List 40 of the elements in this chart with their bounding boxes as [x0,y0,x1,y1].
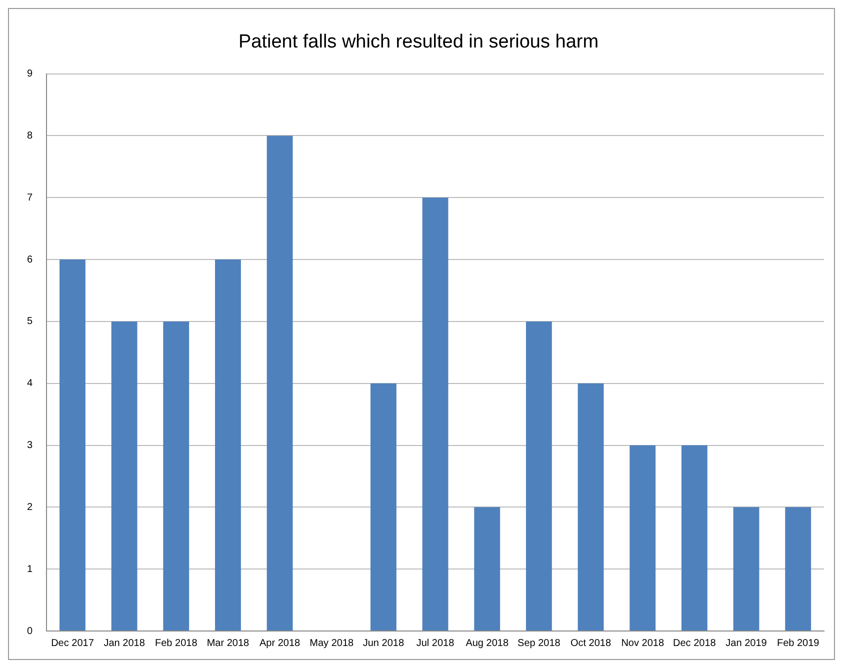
x-tick-label: Mar 2018 [206,638,250,649]
bar [60,260,86,630]
x-tick-label: Oct 2018 [570,638,612,649]
x-tick-label: May 2018 [310,638,354,649]
bar [681,445,708,630]
x-tick-label: Aug 2018 [466,638,509,649]
x-tick-label: Feb 2019 [776,638,820,649]
chart-title: Patient falls which resulted in serious harm [238,32,599,53]
y-tick-label: 4 [27,378,33,390]
y-tick-label: 1 [27,564,33,575]
bar [111,321,138,630]
y-tick-label: 9 [27,68,33,80]
bar [578,383,604,630]
x-tick-label: Jan 2019 [726,638,768,649]
bar [266,136,293,630]
y-tick-label: 5 [27,316,33,328]
x-tick-label: Feb 2018 [155,638,198,649]
bar [630,445,656,630]
bar [733,507,760,630]
x-tick-label: Jul 2018 [416,638,455,649]
x-tick-label: Dec 2017 [51,638,94,649]
bar [215,260,241,630]
y-tick-label: 8 [27,130,33,142]
x-tick-label: Sep 2018 [518,638,561,649]
x-tick-label: Jan 2018 [104,638,146,649]
bar [163,321,190,630]
y-tick-label: 6 [27,254,33,266]
x-tick-label: Dec 2018 [673,638,716,649]
x-tick-label: Jun 2018 [362,638,404,649]
bar [422,198,448,630]
bar [526,321,552,630]
bar [474,507,500,630]
x-tick-label: Nov 2018 [621,638,664,649]
y-tick-label: 2 [27,502,33,513]
y-tick-label: 7 [27,192,33,204]
y-tick-label: 3 [27,440,33,452]
x-tick-label: Apr 2018 [259,638,301,649]
bar [370,383,396,630]
bar [785,507,812,630]
y-tick-label: 0 [27,626,33,637]
